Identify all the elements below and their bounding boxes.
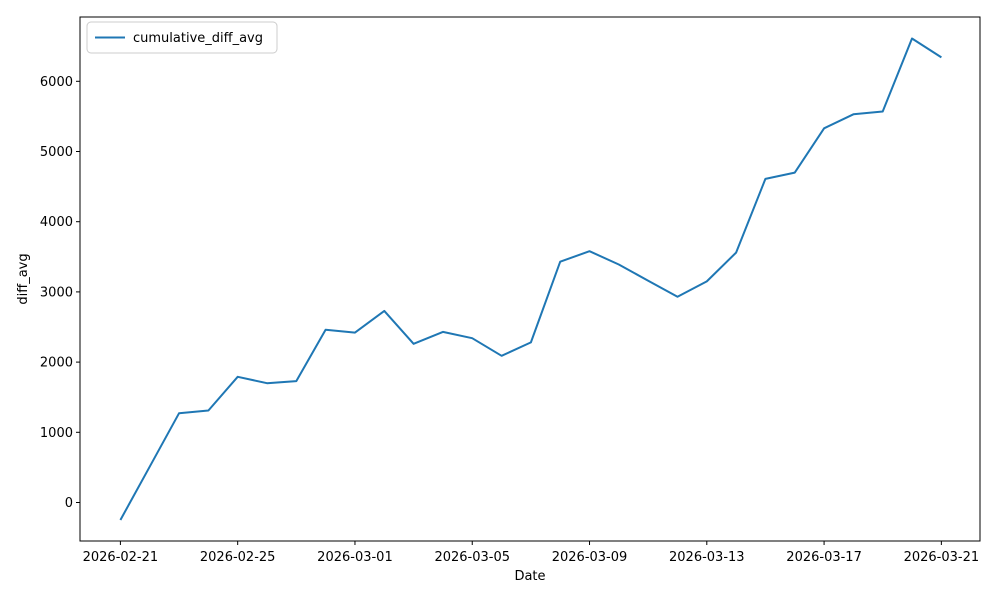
data-line-cumulative_diff_avg bbox=[119, 37, 942, 521]
x-axis-label: Date bbox=[514, 569, 545, 584]
x-tick-label: 2026-02-25 bbox=[200, 550, 276, 565]
x-tick-label: 2026-03-13 bbox=[669, 550, 745, 565]
legend-box bbox=[86, 21, 278, 54]
x-tick-label: 2026-03-21 bbox=[904, 550, 980, 565]
y-tick-label: 6000 bbox=[40, 75, 73, 90]
x-tick-label: 2026-03-09 bbox=[552, 550, 628, 565]
y-tick-label: 1000 bbox=[40, 426, 73, 441]
legend[interactable]: cumulative_diff_avg bbox=[86, 21, 278, 54]
y-tick-label: 0 bbox=[65, 496, 73, 511]
axes-spines bbox=[79, 16, 981, 542]
x-tick-label: 2026-03-01 bbox=[317, 550, 393, 565]
y-tick-label: 4000 bbox=[40, 215, 73, 230]
plot-area bbox=[80, 17, 980, 541]
y-axis-label: diff_avg bbox=[16, 253, 31, 304]
legend-label: cumulative_diff_avg bbox=[133, 31, 263, 46]
x-tick-label: 2026-02-21 bbox=[83, 550, 159, 565]
axis-ticks: 0 1000 2000 3000 4000 5000 6000 2026-02-21 2026-… bbox=[40, 75, 979, 565]
x-tick-label: 2026-03-17 bbox=[786, 550, 862, 565]
y-tick-label: 5000 bbox=[40, 145, 73, 160]
x-tick-label: 2026-03-05 bbox=[434, 550, 510, 565]
y-tick-label: 2000 bbox=[40, 356, 73, 371]
y-tick-label: 3000 bbox=[40, 285, 73, 300]
data-series bbox=[119, 37, 942, 521]
